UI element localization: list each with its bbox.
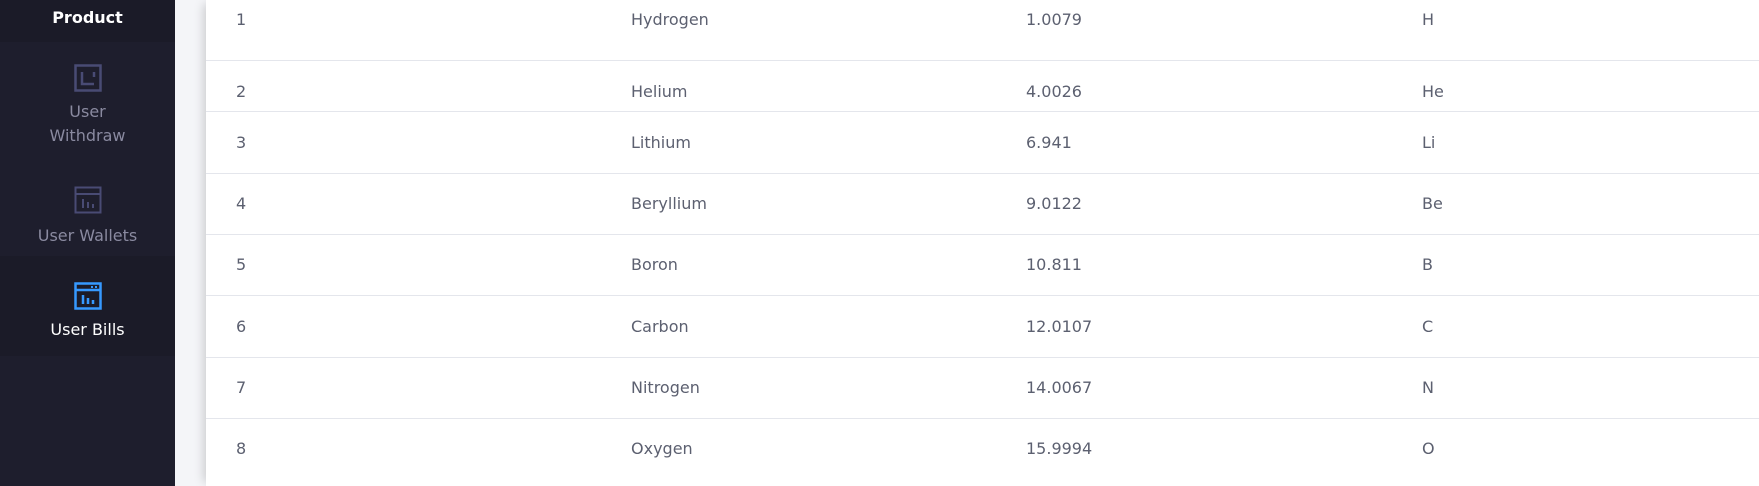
cell-weight: 6.941 (1026, 133, 1072, 152)
cell-symbol: He (1422, 82, 1444, 101)
cell-weight: 4.0026 (1026, 82, 1082, 101)
cell-weight: 15.9994 (1026, 439, 1093, 458)
cell-symbol: N (1422, 378, 1434, 397)
cell-weight: 10.811 (1026, 255, 1082, 274)
cell-name: Helium (631, 82, 688, 101)
sidebar-item-user-wallets[interactable]: User Wallets (0, 152, 175, 256)
cell-name: Boron (631, 255, 678, 274)
cell-name: Oxygen (631, 439, 693, 458)
table-row[interactable]: 3 Lithium 6.941 Li (206, 112, 1759, 174)
cell-name: Carbon (631, 317, 689, 336)
cell-symbol: H (1422, 10, 1435, 29)
cell-name: Nitrogen (631, 378, 700, 397)
elements-table-panel: 1 Hydrogen 1.0079 H 2 Helium 4.0026 He 3… (206, 0, 1759, 486)
table-row[interactable]: 2 Helium 4.0026 He (206, 51, 1759, 112)
cell-position: 3 (236, 133, 247, 152)
cell-weight: 14.0067 (1026, 378, 1093, 397)
bills-chart-icon (73, 282, 102, 310)
cell-symbol: O (1422, 439, 1435, 458)
wallet-chart-icon (74, 186, 101, 214)
table-row[interactable]: 1 Hydrogen 1.0079 H (206, 0, 1759, 61)
table-row[interactable]: 7 Nitrogen 14.0067 N (206, 358, 1759, 419)
table-row[interactable]: 8 Oxygen 15.9994 O (206, 419, 1759, 486)
cell-symbol: C (1422, 317, 1434, 336)
cell-symbol: Li (1422, 133, 1436, 152)
cell-position: 8 (236, 439, 247, 458)
cell-position: 6 (236, 317, 247, 336)
cell-weight: 1.0079 (1026, 10, 1082, 29)
sidebar-item-user-bills[interactable]: User Bills (0, 256, 175, 356)
cell-weight: 12.0107 (1026, 317, 1093, 336)
cell-position: 7 (236, 378, 247, 397)
cell-symbol: Be (1422, 194, 1443, 213)
sidebar-item-product[interactable]: Product (0, 0, 175, 42)
cell-weight: 9.0122 (1026, 194, 1082, 213)
sidebar-item-label: User Bills (50, 320, 125, 339)
sidebar-item-label-line2: Withdraw (49, 126, 126, 145)
cell-name: Lithium (631, 133, 691, 152)
cell-position: 1 (236, 10, 247, 29)
withdraw-frame-icon (73, 64, 102, 92)
sidebar-item-label: User Wallets (37, 226, 138, 245)
cell-position: 2 (236, 82, 247, 101)
table-row[interactable]: 5 Boron 10.811 B (206, 235, 1759, 296)
table-row[interactable]: 4 Beryllium 9.0122 Be (206, 174, 1759, 235)
sidebar-item-label-line1: User (69, 102, 106, 121)
cell-position: 4 (236, 194, 247, 213)
cell-name: Hydrogen (631, 10, 709, 29)
sidebar: Product User Withdraw User Wallets (0, 0, 175, 486)
sidebar-item-label: Product (52, 8, 123, 27)
cell-symbol: B (1422, 255, 1433, 274)
table-row[interactable]: 6 Carbon 12.0107 C (206, 296, 1759, 358)
sidebar-item-user-withdraw[interactable]: User Withdraw (0, 42, 175, 152)
cell-name: Beryllium (631, 194, 707, 213)
cell-position: 5 (236, 255, 247, 274)
